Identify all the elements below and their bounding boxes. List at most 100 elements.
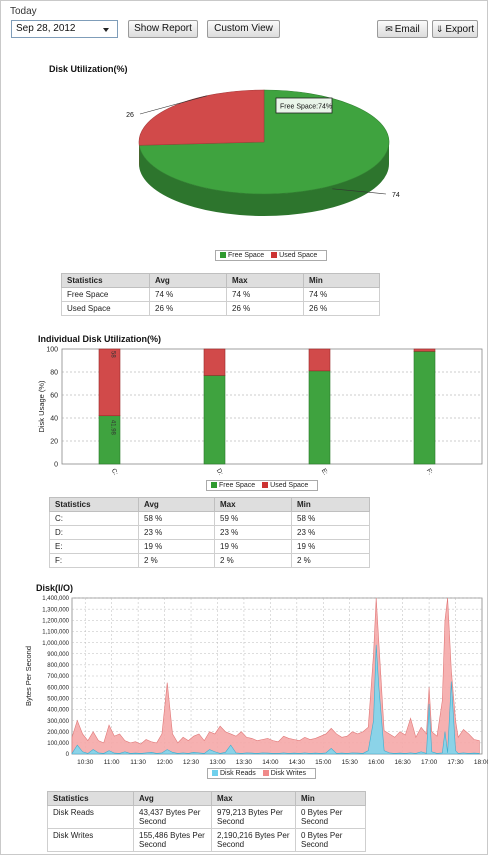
pie-leader-line xyxy=(332,188,387,195)
table-cell: D: xyxy=(49,525,139,540)
pie-tooltip: Free Space:74% xyxy=(275,97,333,114)
legend-item: Disk Writes xyxy=(262,770,307,777)
column-header: Avg xyxy=(149,273,227,288)
bar-y-tick-label: 0 xyxy=(54,462,58,469)
area-y-tick-label: 400,000 xyxy=(47,708,69,714)
table-cell: 2 % xyxy=(138,553,215,568)
bar-free-e xyxy=(308,370,331,465)
chevron-down-icon[interactable] xyxy=(103,28,109,32)
table-cell: 43,437 Bytes Per Second xyxy=(133,805,212,829)
column-header: Avg xyxy=(133,791,212,806)
table-cell: 58 % xyxy=(291,511,370,526)
column-header: Avg xyxy=(138,497,215,512)
legend-label: Used Space xyxy=(270,482,309,489)
table-cell: C: xyxy=(49,511,139,526)
custom-view-button[interactable]: Custom View xyxy=(207,20,280,38)
table-row: Disk Writes 155,486 Bytes Per Second 2,1… xyxy=(47,828,366,852)
area-x-tick-label: 17:00 xyxy=(421,759,438,766)
area-y-tick-label: 100,000 xyxy=(47,741,69,747)
table-row: E: 19 % 19 % 19 % xyxy=(49,539,370,554)
table-cell: 0 Bytes Per Second xyxy=(295,828,366,852)
area-x-tick-label: 12:30 xyxy=(183,759,200,766)
column-header: Max xyxy=(211,791,296,806)
column-header: Min xyxy=(291,497,370,512)
table-cell: Disk Writes xyxy=(47,828,134,852)
area-y-tick-label: 500,000 xyxy=(47,696,69,702)
custom-view-label: Custom View xyxy=(214,23,273,34)
legend-swatch-used xyxy=(271,252,278,258)
disk-io-legend: Disk Reads Disk Writes xyxy=(207,768,317,779)
area-y-tick-label: 1,100,000 xyxy=(42,630,69,636)
bar-used-f xyxy=(413,348,436,352)
disk-utilization-stats-table: Statistics Avg Max Min Free Space 74 % 7… xyxy=(61,273,380,316)
legend-swatch-writes xyxy=(262,770,269,776)
area-x-tick-label: 15:30 xyxy=(342,759,359,766)
table-cell: 23 % xyxy=(214,525,292,540)
area-x-tick-label: 10:30 xyxy=(77,759,94,766)
table-cell: 74 % xyxy=(149,287,227,302)
area-y-tick-label: 800,000 xyxy=(47,663,69,669)
legend-label: Free Space xyxy=(219,482,256,489)
column-header: Statistics xyxy=(47,791,134,806)
bar-x-tick-label: D: xyxy=(215,468,224,477)
table-cell: 59 % xyxy=(214,511,292,526)
disk-utilization-title: Disk Utilization(%) xyxy=(49,64,128,74)
envelope-icon: ✉ xyxy=(385,24,393,34)
table-cell: E: xyxy=(49,539,139,554)
area-y-tick-label: 200,000 xyxy=(47,730,69,736)
table-cell: 155,486 Bytes Per Second xyxy=(133,828,212,852)
bar-y-tick-label: 60 xyxy=(50,393,58,400)
table-cell: 979,213 Bytes Per Second xyxy=(211,805,296,829)
area-x-tick-label: 13:30 xyxy=(236,759,253,766)
area-x-tick-label: 12:00 xyxy=(156,759,173,766)
legend-label: Free Space xyxy=(228,252,265,259)
disk-utilization-legend: Free Space Used Space xyxy=(215,250,328,261)
email-button[interactable]: ✉ Email xyxy=(377,20,428,38)
table-cell: 26 % xyxy=(149,301,227,316)
legend-item: Used Space xyxy=(271,252,317,259)
show-report-button[interactable]: Show Report xyxy=(128,20,198,38)
area-y-tick-label: 700,000 xyxy=(47,674,69,680)
table-row: C: 58 % 59 % 58 % xyxy=(49,511,370,526)
table-cell: 23 % xyxy=(291,525,370,540)
table-header-row: Statistics Avg Max Min xyxy=(47,791,366,806)
area-y-tick-label: 1,000,000 xyxy=(42,641,69,647)
date-select[interactable]: Sep 28, 2012 xyxy=(11,20,118,38)
bar-x-tick-label: F: xyxy=(425,468,434,477)
disk-io-stats-table: Statistics Avg Max Min Disk Reads 43,437… xyxy=(47,791,366,852)
area-x-tick-label: 14:00 xyxy=(262,759,279,766)
table-cell: F: xyxy=(49,553,139,568)
disk-io-title: Disk(I/O) xyxy=(36,583,74,593)
legend-swatch-reads xyxy=(212,770,218,776)
table-cell: 23 % xyxy=(138,525,215,540)
export-icon: ⇓ xyxy=(435,24,444,34)
table-cell: Free Space xyxy=(61,287,150,302)
bar-free-d xyxy=(203,375,226,465)
area-x-tick-label: 16:00 xyxy=(368,759,385,766)
area-x-tick-label: 16:30 xyxy=(395,759,412,766)
export-button[interactable]: ⇓ Export xyxy=(432,20,478,38)
bar-y-tick-label: 100 xyxy=(46,347,58,354)
area-x-tick-label: 14:30 xyxy=(289,759,306,766)
table-cell: 19 % xyxy=(138,539,215,554)
column-header: Statistics xyxy=(49,497,139,512)
column-header: Max xyxy=(226,273,304,288)
column-header: Min xyxy=(295,791,366,806)
individual-disk-bar-chart: 0 20 40 60 80 100 Disk Usage (%) 41.98 58 C: D: E: F… xyxy=(37,347,483,477)
pie-slice-used xyxy=(138,89,265,146)
area-x-tick-label: 11:30 xyxy=(130,759,146,766)
legend-item: Disk Reads xyxy=(212,770,256,777)
date-value: Sep 28, 2012 xyxy=(16,23,76,34)
bar-value-label: 41.98 xyxy=(110,420,116,436)
table-cell: 19 % xyxy=(291,539,370,554)
bar-y-tick-label: 20 xyxy=(50,439,58,446)
column-header: Statistics xyxy=(61,273,150,288)
legend-swatch-free xyxy=(211,482,217,488)
legend-label: Disk Writes xyxy=(270,770,307,777)
tooltip-box xyxy=(275,97,333,114)
area-series-disk-reads xyxy=(71,644,480,755)
pie-value-label-used: 26 xyxy=(126,112,134,119)
table-row: Used Space 26 % 26 % 26 % xyxy=(61,301,380,316)
table-row: Disk Reads 43,437 Bytes Per Second 979,2… xyxy=(47,805,366,829)
column-header: Max xyxy=(214,497,292,512)
